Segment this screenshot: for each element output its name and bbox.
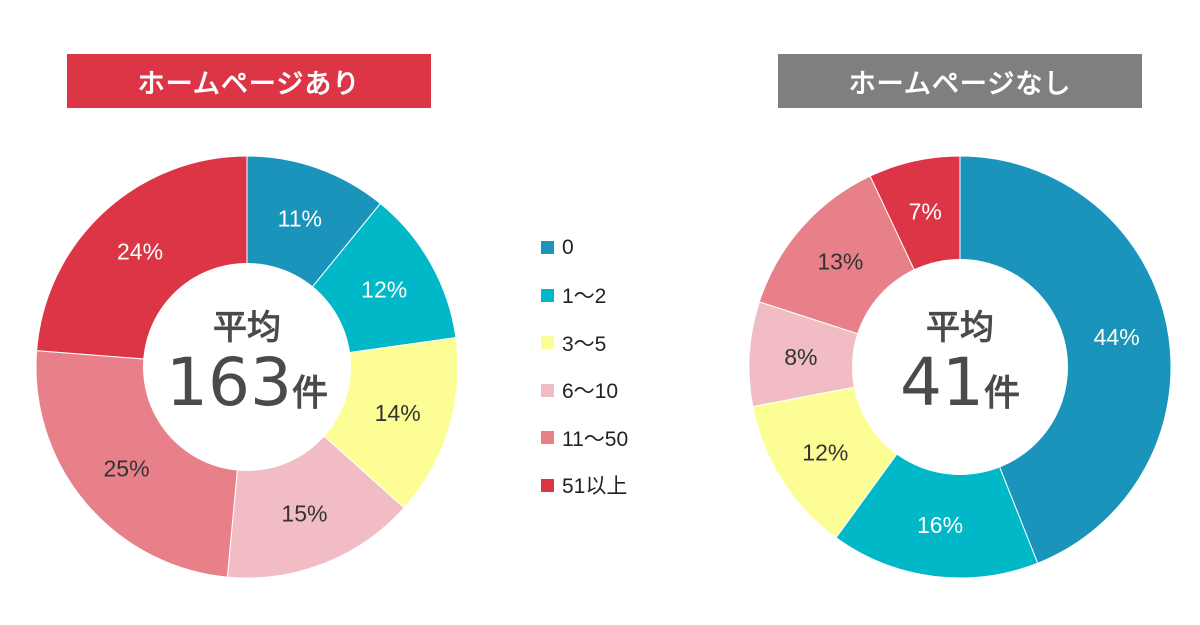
average-unit: 件 xyxy=(292,373,328,414)
legend-swatch xyxy=(541,383,554,397)
legend-item: 1〜2 xyxy=(541,272,628,320)
legend-swatch xyxy=(541,288,554,302)
data-label: 11% xyxy=(278,206,322,232)
donut-hole xyxy=(852,259,1068,475)
chart-title-with-homepage: ホームページあり xyxy=(67,54,431,108)
center-label-title: 平均 xyxy=(926,308,994,348)
legend-label: 3〜5 xyxy=(562,332,607,356)
legend-item: 51以上 xyxy=(541,462,628,510)
data-label: 25% xyxy=(103,455,149,481)
legend-swatch xyxy=(541,336,554,350)
data-label: 24% xyxy=(117,238,163,264)
legend-swatch xyxy=(541,478,554,492)
legend-label: 51以上 xyxy=(562,475,628,499)
average-value: 163 xyxy=(166,344,292,421)
average-unit: 件 xyxy=(984,373,1020,414)
legend-label: 0 xyxy=(562,235,574,259)
data-label: 8% xyxy=(784,344,817,370)
center-label-value: 163件 xyxy=(166,344,328,421)
data-label: 12% xyxy=(802,439,848,465)
center-label-value: 41件 xyxy=(900,344,1020,421)
legend-swatch xyxy=(541,241,554,255)
legend-item: 0 xyxy=(541,224,628,272)
legend: 0 1〜2 3〜5 6〜10 11〜50 51以上 xyxy=(541,224,628,509)
center-label-title: 平均 xyxy=(213,308,281,348)
data-label: 16% xyxy=(917,512,963,538)
data-label: 7% xyxy=(909,198,942,224)
donut-hole xyxy=(143,263,351,471)
data-label: 13% xyxy=(817,249,863,275)
legend-label: 6〜10 xyxy=(562,380,619,404)
legend-label: 11〜50 xyxy=(562,427,629,451)
slice xyxy=(835,365,1039,579)
legend-swatch xyxy=(541,431,554,445)
average-value: 41 xyxy=(900,344,984,421)
data-label: 12% xyxy=(361,277,407,303)
legend-item: 3〜5 xyxy=(541,319,628,367)
chart-title-without-homepage: ホームページなし xyxy=(778,54,1142,108)
legend-item: 6〜10 xyxy=(541,367,628,415)
legend-item: 11〜50 xyxy=(541,414,628,462)
data-label: 14% xyxy=(375,400,421,426)
data-label: 44% xyxy=(1094,324,1140,350)
legend-label: 1〜2 xyxy=(562,285,607,309)
data-label: 15% xyxy=(281,501,327,527)
